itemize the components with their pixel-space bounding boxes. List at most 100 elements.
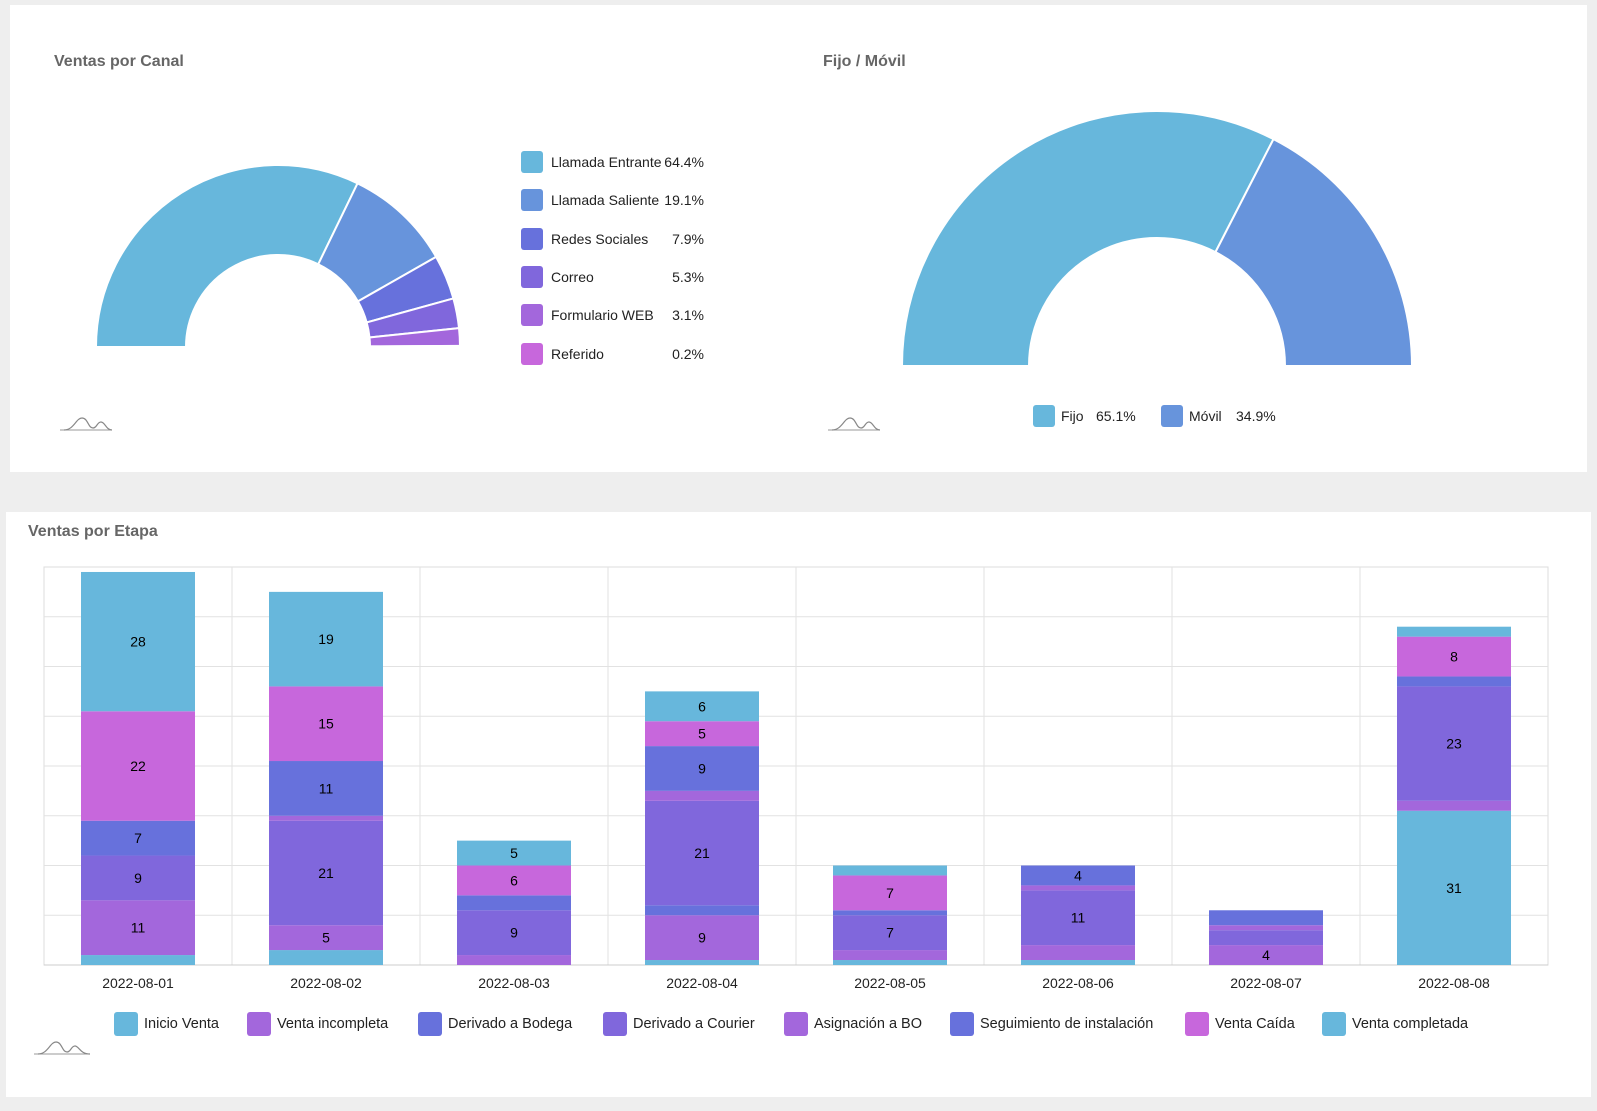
bar-venta-completada-2022-08-03[interactable] (457, 840, 571, 866)
bar-seguimiento-de-instalacion-2022-08-01[interactable] (81, 820, 195, 856)
bar-venta-completada-2022-08-02[interactable] (269, 591, 383, 687)
bar-inicio-venta-2022-08-08[interactable] (1397, 810, 1511, 965)
bar-venta-completada-2022-08-05[interactable] (833, 865, 947, 876)
bar-derivado-a-bodega-2022-08-04[interactable] (645, 905, 759, 916)
legend-swatch (521, 151, 543, 173)
bar-inicio-venta-2022-08-06[interactable] (1021, 960, 1135, 965)
bar-derivado-a-courier-2022-08-07[interactable] (1209, 930, 1323, 946)
bar-venta-incompleta-2022-08-06[interactable] (1021, 945, 1135, 961)
bar-seguimiento-de-instalacion-2022-08-05[interactable] (833, 910, 947, 916)
bar-derivado-a-courier-2022-08-04[interactable] (645, 800, 759, 906)
legend-value: 65.1% (1096, 408, 1136, 424)
legend-value: 64.4% (664, 154, 704, 170)
x-tick-label: 2022-08-08 (1418, 975, 1490, 991)
bar-value-label: 9 (698, 760, 706, 776)
bar-venta-incompleta-2022-08-08[interactable] (1397, 800, 1511, 811)
bar-value-label: 4 (1262, 947, 1270, 963)
bar-derivado-a-courier-2022-08-05[interactable] (833, 915, 947, 951)
bar-venta-incompleta-2022-08-04[interactable] (645, 915, 759, 961)
channel-legend-item-llamada-entrante[interactable]: Llamada Entrante 64.4% (521, 150, 711, 174)
legend-label: Formulario WEB (551, 307, 654, 324)
bar-venta-incompleta-2022-08-07[interactable] (1209, 945, 1323, 965)
stage-legend-item-derivado-a-bodega[interactable]: Derivado a Bodega (418, 1012, 572, 1036)
legend-swatch (247, 1012, 271, 1036)
bar-seguimiento-de-instalacion-2022-08-02[interactable] (269, 761, 383, 816)
stage-legend-item-venta-caida[interactable]: Venta Caída (1185, 1012, 1295, 1036)
bar-asignacion-a-bo-2022-08-07[interactable] (1209, 925, 1323, 931)
fixed-mobile-slice-movil[interactable] (1214, 138, 1413, 367)
bar-venta-incompleta-2022-08-01[interactable] (81, 900, 195, 956)
bar-venta-caida-2022-08-08[interactable] (1397, 636, 1511, 677)
stage-legend-item-seguimiento-de-instalacion[interactable]: Seguimiento de instalación (950, 1012, 1153, 1036)
bar-inicio-venta-2022-08-05[interactable] (833, 960, 947, 965)
stage-chart-title: Ventas por Etapa (28, 523, 158, 540)
bar-seguimiento-de-instalacion-2022-08-06[interactable] (1021, 865, 1135, 886)
legend-value: 5.3% (672, 268, 704, 285)
bar-venta-completada-2022-08-01[interactable] (81, 571, 195, 712)
bar-venta-caida-2022-08-05[interactable] (833, 875, 947, 911)
stage-legend-item-inicio-venta[interactable]: Inicio Venta (114, 1012, 219, 1036)
bar-venta-completada-2022-08-04[interactable] (645, 691, 759, 722)
bar-venta-completada-2022-08-08[interactable] (1397, 626, 1511, 637)
channel-legend-item-correo[interactable]: Correo 5.3% (521, 265, 711, 289)
channel-legend-item-llamada-saliente[interactable]: Llamada Saliente 19.1% (521, 188, 711, 212)
legend-value: 0.2% (672, 345, 704, 362)
bar-value-label: 8 (1450, 649, 1458, 665)
bar-derivado-a-courier-2022-08-06[interactable] (1021, 890, 1135, 946)
bar-venta-incompleta-2022-08-02[interactable] (269, 925, 383, 951)
x-tick-label: 2022-08-04 (666, 975, 738, 991)
legend-value: 19.1% (664, 192, 704, 209)
legend-swatch (521, 227, 543, 250)
channel-legend-item-redes-sociales[interactable]: Redes Sociales 7.9% (521, 227, 711, 251)
legend-label: Derivado a Courier (633, 1016, 755, 1032)
fixed-mobile-legend-item-fijo[interactable]: Fijo 65.1% (1033, 404, 1151, 428)
channel-slice-llamada-entrante[interactable] (95, 164, 359, 348)
bar-seguimiento-de-instalacion-2022-08-04[interactable] (645, 746, 759, 791)
bar-value-label: 5 (322, 930, 330, 946)
bar-seguimiento-de-instalacion-2022-08-03[interactable] (457, 895, 571, 911)
bar-value-label: 11 (319, 780, 334, 796)
bar-value-label: 7 (886, 925, 894, 941)
bar-derivado-a-courier-2022-08-03[interactable] (457, 910, 571, 956)
bar-venta-incompleta-2022-08-05[interactable] (833, 950, 947, 961)
channel-legend-item-referido[interactable]: Referido 0.2% (521, 342, 711, 366)
bar-derivado-a-courier-2022-08-08[interactable] (1397, 686, 1511, 801)
bar-venta-caida-2022-08-04[interactable] (645, 721, 759, 747)
stage-legend-item-venta-completada[interactable]: Venta completada (1322, 1012, 1468, 1036)
fixed-mobile-slice-fijo[interactable] (901, 110, 1275, 367)
bar-value-label: 9 (134, 870, 142, 886)
bar-asignacion-a-bo-2022-08-04[interactable] (645, 790, 759, 801)
bar-value-label: 6 (698, 698, 706, 714)
bar-seguimiento-de-instalacion-2022-08-07[interactable] (1209, 910, 1323, 926)
channel-slice-referido[interactable] (368, 344, 461, 348)
legend-swatch (418, 1012, 442, 1036)
x-tick-label: 2022-08-03 (478, 975, 550, 991)
legend-swatch (950, 1012, 974, 1036)
bar-inicio-venta-2022-08-01[interactable] (81, 955, 195, 965)
legend-swatch (1033, 405, 1055, 427)
stage-legend-item-venta-incompleta[interactable]: Venta incompleta (247, 1012, 388, 1036)
x-tick-label: 2022-08-07 (1230, 975, 1302, 991)
bar-derivado-a-courier-2022-08-01[interactable] (81, 855, 195, 901)
legend-label: Asignación a BO (814, 1016, 923, 1032)
bar-inicio-venta-2022-08-02[interactable] (269, 950, 383, 965)
bar-asignacion-a-bo-2022-08-06[interactable] (1021, 885, 1135, 891)
fixed-mobile-legend-item-movil[interactable]: Móvil 34.9% (1161, 404, 1279, 428)
legend-label: Fijo (1061, 408, 1084, 424)
bar-venta-caida-2022-08-01[interactable] (81, 711, 195, 821)
bar-venta-caida-2022-08-02[interactable] (269, 686, 383, 762)
stage-legend-item-asignacion-a-bo[interactable]: Asignación a BO (784, 1012, 922, 1036)
legend-label: Venta Caída (1215, 1016, 1295, 1032)
bar-inicio-venta-2022-08-04[interactable] (645, 960, 759, 965)
stage-legend-item-derivado-a-courier[interactable]: Derivado a Courier (603, 1012, 755, 1036)
bar-venta-caida-2022-08-03[interactable] (457, 865, 571, 896)
bar-asignacion-a-bo-2022-08-02[interactable] (269, 815, 383, 821)
bar-derivado-a-courier-2022-08-02[interactable] (269, 820, 383, 926)
bar-value-label: 15 (318, 716, 334, 732)
bar-venta-incompleta-2022-08-03[interactable] (457, 955, 571, 965)
channel-legend-item-formulario-web[interactable]: Formulario WEB 3.1% (521, 303, 711, 327)
bar-value-label: 5 (510, 845, 518, 861)
bar-seguimiento-de-instalacion-2022-08-08[interactable] (1397, 676, 1511, 687)
bar-value-label: 4 (1074, 867, 1082, 883)
